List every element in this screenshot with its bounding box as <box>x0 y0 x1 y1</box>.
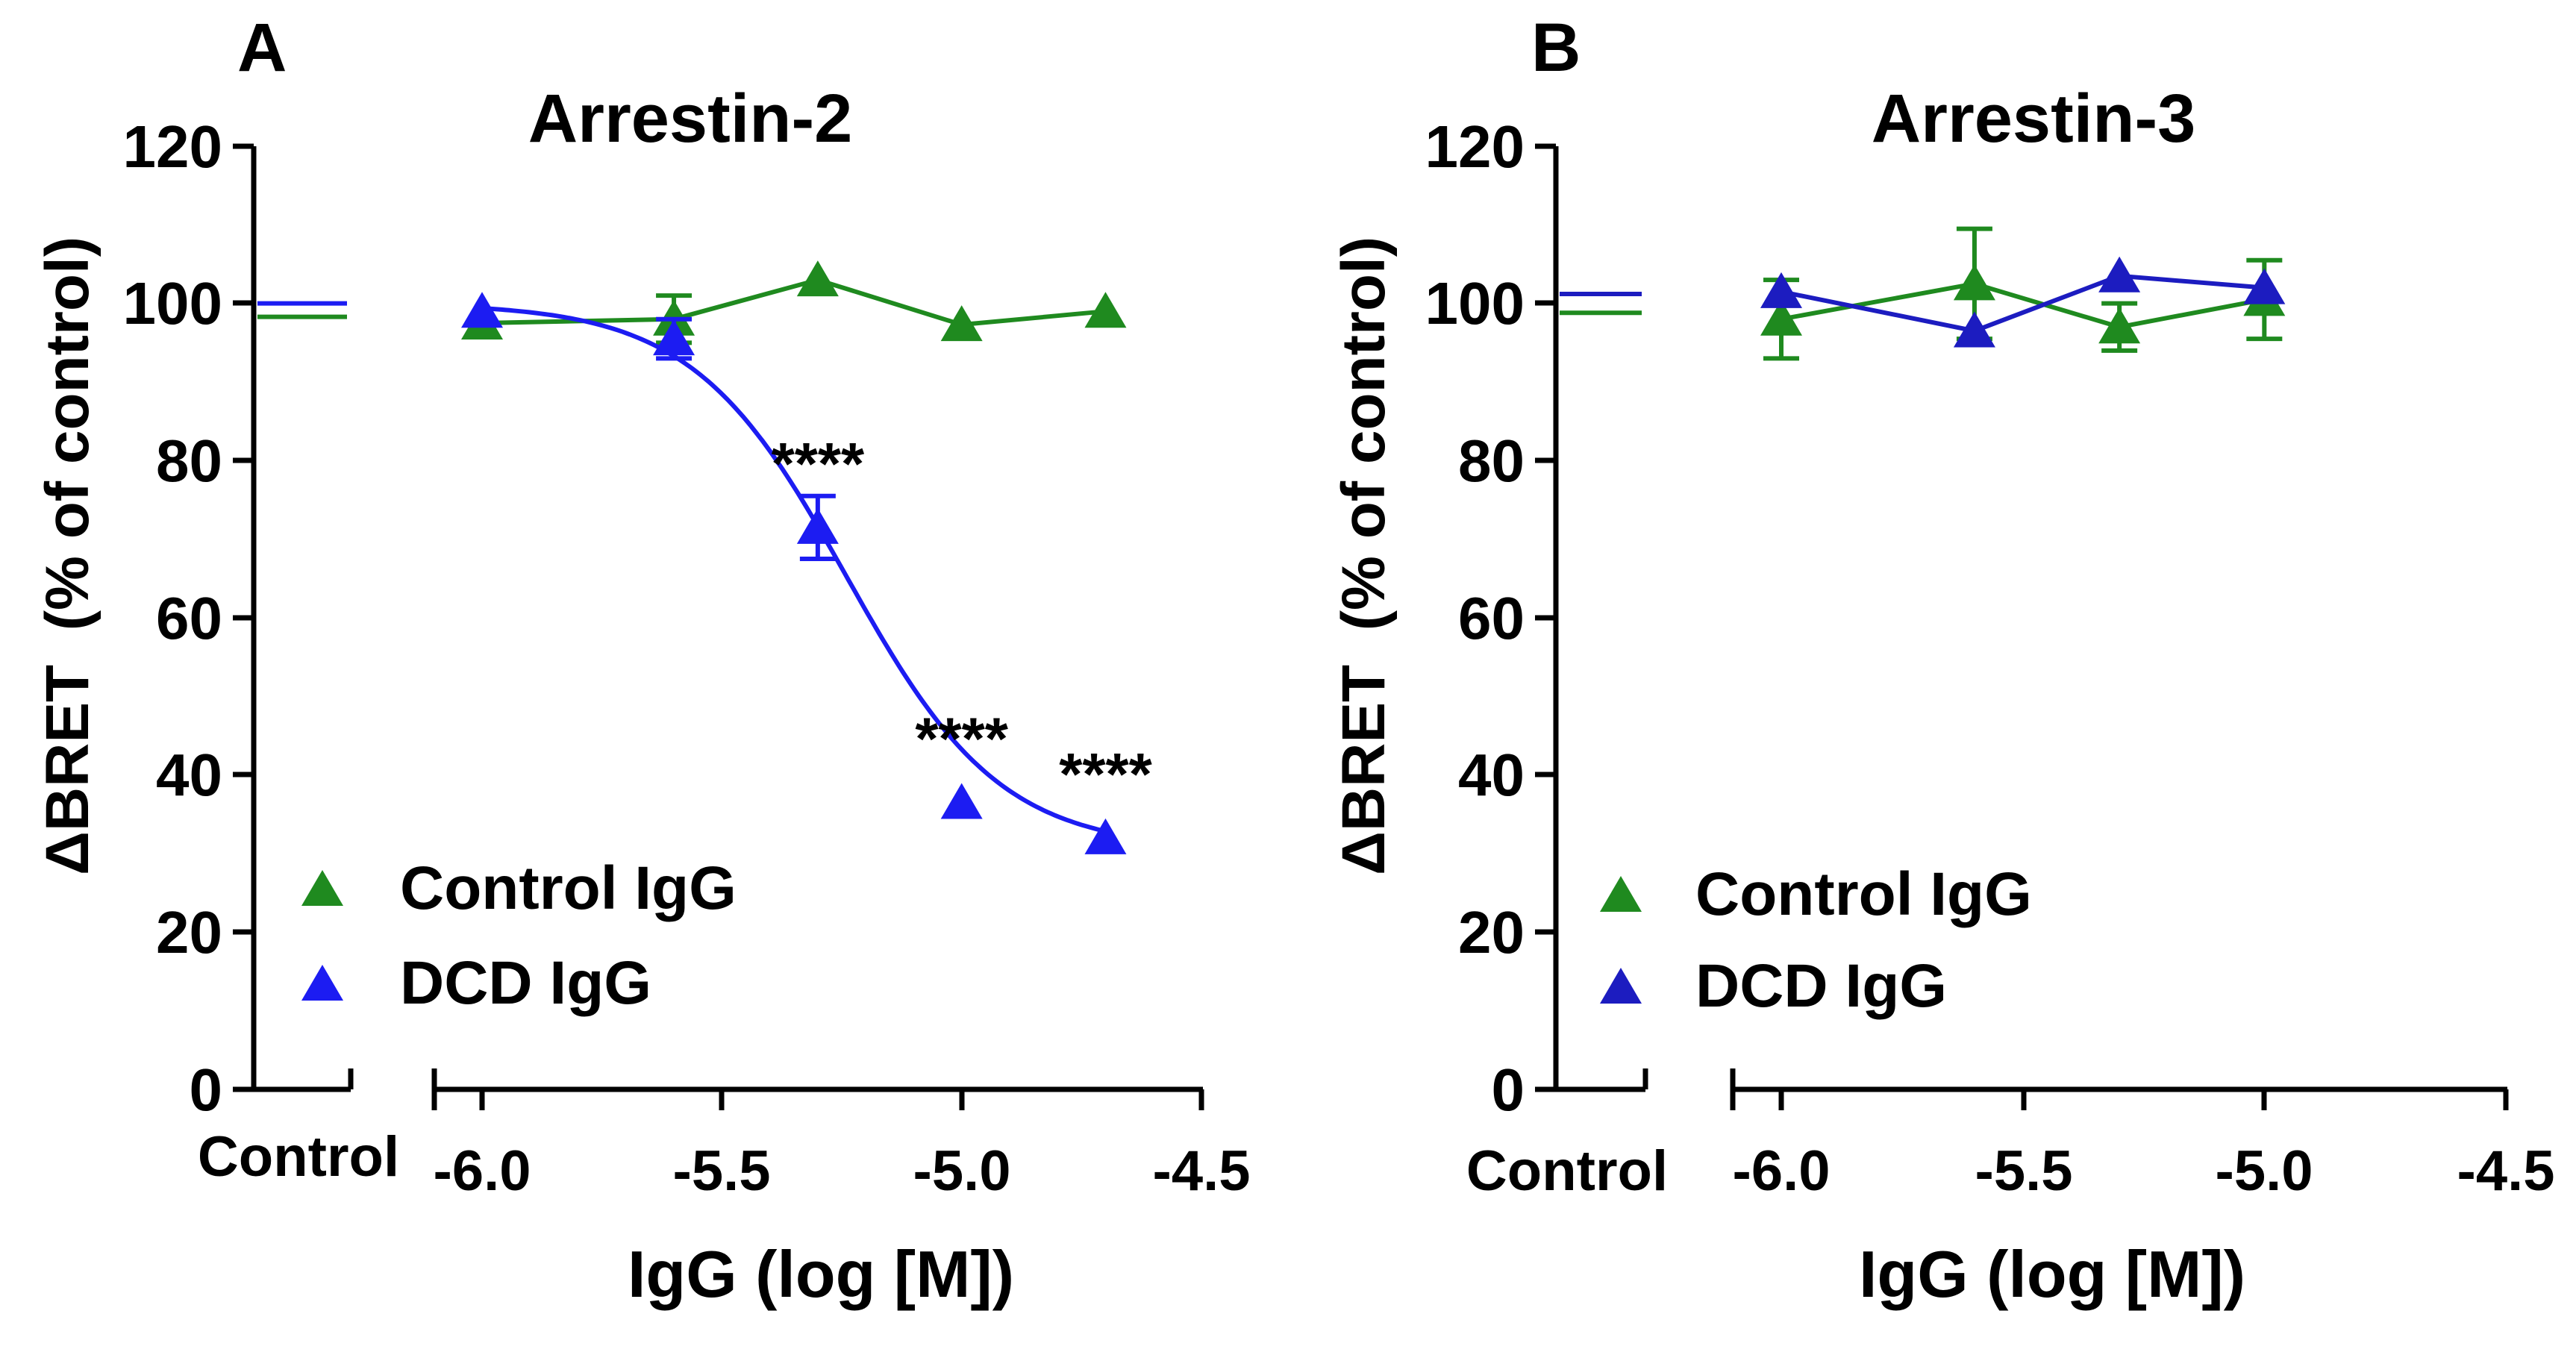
legend-item-control-igg: Control IgG <box>1600 860 2032 928</box>
data-point-dcd-igg <box>2098 256 2141 292</box>
data-point-control-igg <box>1953 264 1995 301</box>
data-point-dcd-igg <box>1084 818 1127 854</box>
legend-label: DCD IgG <box>1695 952 1947 1020</box>
y-tick-label: 20 <box>1458 899 1525 966</box>
x-tick-label: -4.5 <box>2457 1139 2555 1203</box>
panel-letter: B <box>1531 10 1581 86</box>
plot-area <box>1560 226 2286 361</box>
data-point-dcd-igg <box>1760 272 1802 308</box>
y-tick-label: 100 <box>123 270 222 337</box>
series-line-dcd-igg <box>1781 273 2265 334</box>
y-tick-label: 120 <box>1425 113 1525 180</box>
legend-marker <box>301 965 343 1001</box>
y-tick-label: 80 <box>1458 428 1525 494</box>
y-tick-label: 60 <box>156 585 222 651</box>
legend-label: Control IgG <box>400 854 737 922</box>
data-point-control-igg <box>796 260 839 297</box>
y-tick-label: 100 <box>1425 270 1525 337</box>
y-tick-label: 60 <box>1458 585 1525 651</box>
legend: Control IgG DCD IgG <box>301 854 737 1017</box>
data-point-dcd-igg <box>796 507 839 544</box>
legend-marker <box>1600 968 1642 1004</box>
x-tick-label: -4.5 <box>1153 1139 1251 1203</box>
x-tick-label: -5.5 <box>673 1139 771 1203</box>
legend-label: DCD IgG <box>400 949 651 1017</box>
y-tick-label: 40 <box>1458 742 1525 808</box>
data-point-dcd-igg <box>653 319 695 356</box>
y-tick-label: 0 <box>1492 1057 1525 1123</box>
y-axis: 120 100 80 60 40 20 0 <box>123 113 257 1123</box>
panel-letter: A <box>237 10 287 86</box>
data-point-control-igg <box>2098 307 2141 344</box>
significance-label: **** <box>915 706 1008 772</box>
x-tick-label: -6.0 <box>1733 1139 1831 1203</box>
x-tick-label: -5.0 <box>2216 1139 2313 1203</box>
data-point-dcd-igg <box>461 292 503 328</box>
data-point-dcd-igg <box>2243 268 2286 304</box>
legend-marker <box>301 870 343 906</box>
significance-label: **** <box>772 431 865 497</box>
data-point-dcd-igg <box>1953 311 1995 348</box>
x-axis: -6.0 -5.5 -5.0 -4.5 <box>1556 1068 2554 1203</box>
y-axis: 120 100 80 60 40 20 0 <box>1425 113 1559 1123</box>
y-tick-label: 20 <box>156 899 222 966</box>
legend: Control IgG DCD IgG <box>1600 860 2032 1020</box>
legend-item-dcd-igg: DCD IgG <box>301 949 651 1017</box>
panel-b: B Arrestin-3 ΔBRET (% of control) IgG (l… <box>1330 10 2554 1311</box>
x-axis: -6.0 -5.5 -5.0 -4.5 <box>254 1068 1250 1203</box>
y-tick-label: 40 <box>156 742 222 808</box>
data-point-control-igg <box>1084 292 1127 328</box>
data-point-control-igg <box>940 305 983 342</box>
chart-title: Arrestin-2 <box>528 81 853 157</box>
control-tick-label: Control <box>198 1125 399 1189</box>
control-tick-label: Control <box>1466 1139 1668 1203</box>
y-axis-label: ΔBRET (% of control) <box>1330 237 1398 875</box>
legend-label: Control IgG <box>1695 860 2032 928</box>
legend-item-control-igg: Control IgG <box>301 854 737 922</box>
y-axis-label: ΔBRET (% of control) <box>34 237 101 875</box>
plot-area: **** **** **** <box>257 260 1153 854</box>
legend-marker <box>1600 876 1642 912</box>
y-tick-label: 0 <box>190 1057 223 1123</box>
legend-item-dcd-igg: DCD IgG <box>1600 952 1947 1020</box>
y-tick-label: 80 <box>156 428 222 494</box>
chart-title: Arrestin-3 <box>1872 81 2196 157</box>
data-point-control-igg <box>1760 299 1802 336</box>
fit-curve-dcd-igg <box>481 306 1107 834</box>
x-axis-label: IgG (log [M]) <box>628 1237 1014 1311</box>
x-tick-label: -5.0 <box>913 1139 1011 1203</box>
data-point-dcd-igg <box>940 783 983 819</box>
y-tick-label: 120 <box>123 113 222 180</box>
x-tick-label: -6.0 <box>434 1139 531 1203</box>
x-tick-label: -5.5 <box>1975 1139 2073 1203</box>
significance-label: **** <box>1059 741 1152 807</box>
panel-a: A Arrestin-2 ΔBRET (% of control) IgG (l… <box>34 10 1250 1311</box>
x-axis-label: IgG (log [M]) <box>1859 1237 2245 1311</box>
